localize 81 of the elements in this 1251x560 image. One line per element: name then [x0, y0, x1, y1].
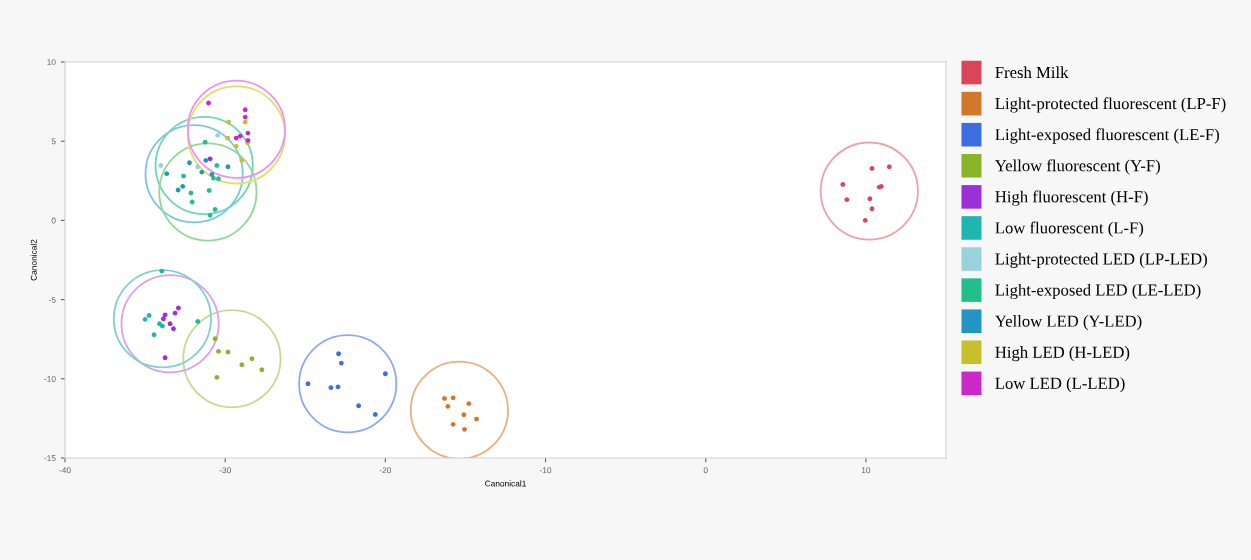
- point: [886, 164, 892, 170]
- legend-label: Yellow fluorescent (Y-F): [995, 159, 1160, 175]
- point: [207, 212, 213, 218]
- point: [466, 401, 472, 407]
- y-tick-label: -5: [48, 296, 56, 303]
- point: [164, 171, 170, 177]
- point: [216, 348, 221, 354]
- point: [242, 107, 248, 113]
- legend-label: Yellow LED (Y-LED): [995, 315, 1142, 331]
- point: [249, 356, 255, 362]
- point: [867, 196, 873, 202]
- point: [187, 160, 192, 166]
- point: [242, 119, 248, 125]
- point: [844, 197, 850, 203]
- point: [195, 164, 201, 170]
- x-tick-label: -20: [379, 467, 392, 474]
- legend-label: Fresh Milk: [995, 66, 1069, 79]
- point: [233, 135, 239, 141]
- point: [199, 169, 205, 175]
- point: [239, 157, 245, 163]
- point: [206, 188, 212, 193]
- point: [216, 176, 221, 182]
- point: [162, 355, 168, 361]
- legend-label: Light-exposed LED (LE-LED): [995, 283, 1201, 300]
- legend-label: High LED (H-LED): [995, 346, 1130, 362]
- point: [336, 351, 341, 357]
- point: [212, 336, 218, 342]
- point: [862, 217, 868, 223]
- point: [461, 412, 467, 418]
- point: [450, 395, 456, 401]
- point: [171, 326, 176, 332]
- point: [356, 403, 362, 409]
- x-tick-label: -40: [59, 467, 71, 474]
- x-tick-label: -30: [219, 467, 231, 474]
- point: [382, 371, 388, 377]
- legend-label: Light-protected LED (LP-LED): [995, 252, 1207, 269]
- legend-label: Low LED (L-LED): [995, 377, 1125, 393]
- point: [869, 206, 875, 212]
- point: [207, 156, 213, 162]
- point: [167, 321, 173, 327]
- x-tick-label: 0: [703, 467, 708, 474]
- x-axis-title: Canonical1: [485, 480, 526, 487]
- point: [450, 422, 456, 427]
- point: [214, 374, 220, 380]
- point: [239, 362, 245, 368]
- legend-label: Light-protected fluorescent (LP-F): [995, 97, 1226, 113]
- point: [180, 183, 186, 189]
- point: [209, 172, 215, 177]
- point: [442, 396, 447, 401]
- point: [242, 114, 248, 120]
- point: [158, 163, 164, 168]
- point: [840, 182, 846, 187]
- legend-label: Light-exposed fluorescent (LE-F): [995, 128, 1219, 144]
- x-tick-label: 10: [861, 467, 871, 474]
- point: [203, 157, 209, 163]
- y-tick-label: 5: [51, 138, 56, 145]
- point: [151, 332, 157, 338]
- point: [225, 164, 231, 170]
- point: [159, 268, 165, 274]
- point: [214, 163, 220, 168]
- y-tick-label: -10: [44, 376, 56, 382]
- point: [338, 360, 344, 366]
- point: [328, 385, 334, 391]
- legend-label: Low fluorescent (L-F): [995, 221, 1144, 237]
- y-tick-label: 0: [51, 217, 56, 224]
- point: [372, 412, 378, 417]
- point: [142, 316, 148, 322]
- point: [215, 132, 221, 138]
- y-axis-title: Canonical2: [30, 239, 37, 281]
- point: [305, 381, 311, 387]
- point: [445, 403, 451, 409]
- legend-label: High fluorescent (H-F): [995, 190, 1148, 206]
- point: [237, 133, 243, 139]
- y-tick-label: -15: [44, 455, 56, 462]
- point: [462, 426, 467, 432]
- x-tick-label: -10: [539, 467, 552, 474]
- point: [233, 143, 239, 149]
- point: [259, 367, 265, 373]
- point: [195, 319, 201, 324]
- y-tick-label: 10: [47, 59, 56, 66]
- point: [160, 316, 166, 322]
